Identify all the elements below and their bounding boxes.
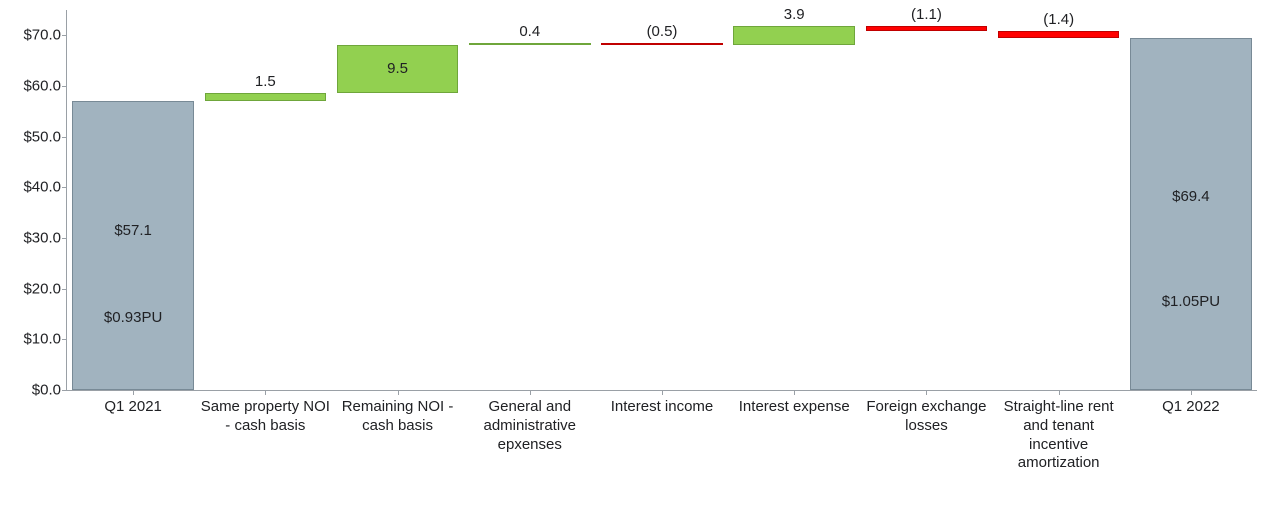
decrease-bar (866, 26, 988, 32)
bar-value-label: 1.5 (205, 73, 327, 90)
x-axis-tick-mark (926, 390, 927, 395)
y-axis-tick-label: $20.0 (23, 280, 61, 297)
y-axis-tick-label: $30.0 (23, 230, 61, 247)
bar-value-label: 9.5 (337, 60, 459, 77)
bar-value-label: 0.4 (469, 23, 591, 40)
x-axis-category-label: Q1 2021 (68, 398, 198, 417)
bar-value-label: $69.4 (1130, 188, 1252, 205)
bar-extra-label: $1.05PU (1130, 293, 1252, 310)
x-axis-tick-mark (1059, 390, 1060, 395)
y-axis-tick-mark (62, 137, 67, 138)
x-axis-category-label: Straight-line rent and tenant incentive … (994, 398, 1124, 473)
bar-value-label: (1.4) (998, 11, 1120, 28)
y-axis-tick-label: $40.0 (23, 179, 61, 196)
bar-value-label: (1.1) (866, 6, 988, 23)
increase-bar (469, 43, 591, 45)
anchor-bar (72, 101, 194, 390)
x-axis-tick-mark (530, 390, 531, 395)
x-axis-category-label: Interest income (597, 398, 727, 417)
bar-value-label: (0.5) (601, 23, 723, 40)
x-axis-tick-mark (662, 390, 663, 395)
increase-bar (733, 26, 855, 46)
y-axis-tick-label: $50.0 (23, 128, 61, 145)
y-axis-tick-mark (62, 289, 67, 290)
y-axis-tick-label: $70.0 (23, 27, 61, 44)
y-axis-tick-mark (62, 339, 67, 340)
y-axis-tick-label: $60.0 (23, 78, 61, 95)
y-axis-tick-label: $0.0 (32, 382, 61, 399)
waterfall-chart: $0.0 $10.0 $20.0 $30.0 $40.0 $50.0 $60.0 $70.0 Q… (0, 0, 1270, 510)
x-axis-tick-mark (265, 390, 266, 395)
x-axis-tick-mark (398, 390, 399, 395)
plot-area: $0.0$10.0$20.0$30.0$40.0$50.0$60.0$70.0Q… (66, 10, 1257, 391)
x-axis-tick-mark (794, 390, 795, 395)
x-axis-category-label: Foreign exchange losses (861, 398, 991, 436)
x-axis-category-label: Remaining NOI - cash basis (333, 398, 463, 436)
bar-extra-label: $0.93PU (72, 309, 194, 326)
decrease-bar (601, 43, 723, 46)
x-axis-category-label: Same property NOI - cash basis (200, 398, 330, 436)
bar-value-label: $57.1 (72, 222, 194, 239)
x-axis-tick-mark (133, 390, 134, 395)
x-axis-category-label: Q1 2022 (1126, 398, 1256, 417)
increase-bar (205, 93, 327, 101)
y-axis-tick-mark (62, 187, 67, 188)
y-axis-tick-mark (62, 35, 67, 36)
y-axis-tick-mark (62, 238, 67, 239)
bar-value-label: 3.9 (733, 6, 855, 23)
x-axis-tick-mark (1191, 390, 1192, 395)
x-axis-category-label: General and administrative epxenses (465, 398, 595, 454)
y-axis-tick-label: $10.0 (23, 331, 61, 348)
decrease-bar (998, 31, 1120, 38)
y-axis-tick-mark (62, 390, 67, 391)
anchor-bar (1130, 38, 1252, 390)
x-axis-category-label: Interest expense (729, 398, 859, 417)
y-axis-tick-mark (62, 86, 67, 87)
